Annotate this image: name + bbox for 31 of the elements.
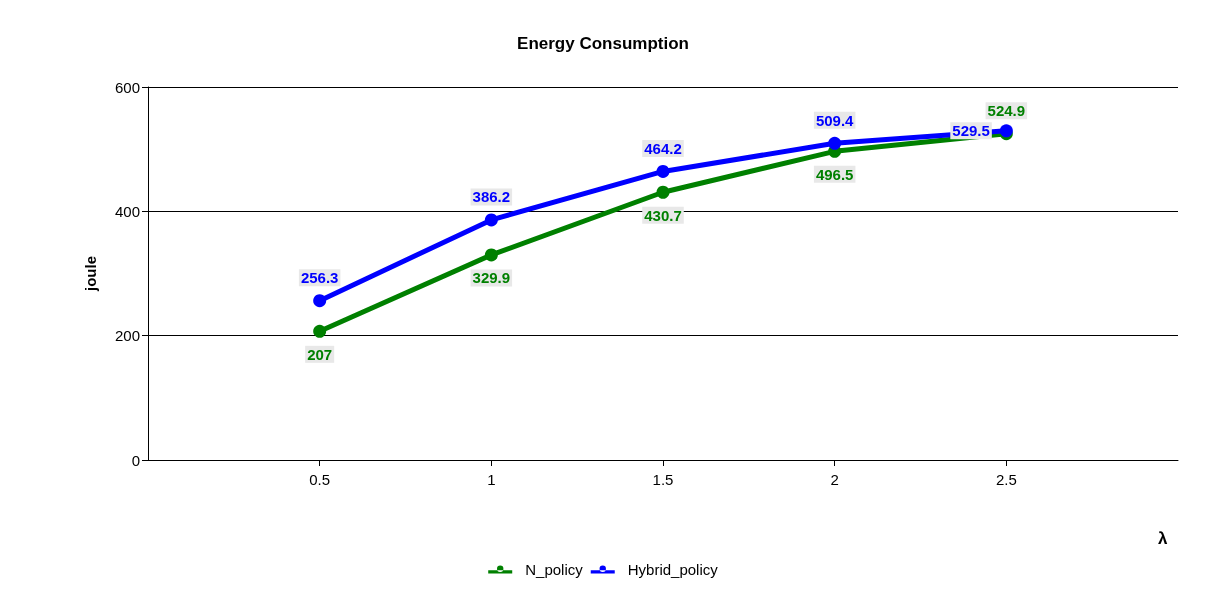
point — [313, 324, 327, 338]
x-tick-label: 2 — [830, 471, 839, 488]
x-axis-title: λ — [1158, 529, 1168, 548]
data-label: 386.2 — [472, 188, 511, 206]
data-label: 207 — [307, 345, 333, 363]
data-label: 430.7 — [644, 206, 682, 224]
point — [828, 136, 842, 150]
point — [484, 213, 498, 227]
chart-title: Energy Consumption — [517, 34, 689, 53]
point — [656, 185, 670, 199]
x-tick-label: 1.5 — [652, 471, 674, 488]
x-tick-label: 1 — [487, 471, 496, 488]
point — [656, 164, 670, 178]
legend-label: N_policy — [525, 561, 584, 578]
data-label: 464.2 — [644, 139, 682, 157]
y-tick-label: 200 — [114, 327, 140, 345]
y-axis-title: joule — [82, 255, 99, 293]
data-label: 529.5 — [952, 122, 990, 140]
y-tick-label: 0 — [131, 451, 140, 469]
data-label: 524.9 — [987, 102, 1026, 120]
data-label: 256.3 — [300, 269, 339, 287]
y-tick-label: 600 — [114, 78, 140, 96]
legend-label: Hybrid_policy — [627, 561, 719, 578]
data-label: 496.5 — [815, 165, 854, 183]
data-label: 509.4 — [815, 111, 855, 129]
point — [313, 294, 327, 308]
data-label: 329.9 — [472, 269, 511, 287]
x-tick-label: 0.5 — [309, 471, 331, 488]
x-tick-label: 2.5 — [995, 471, 1017, 488]
y-tick-label: 400 — [114, 202, 140, 220]
point — [484, 248, 498, 262]
